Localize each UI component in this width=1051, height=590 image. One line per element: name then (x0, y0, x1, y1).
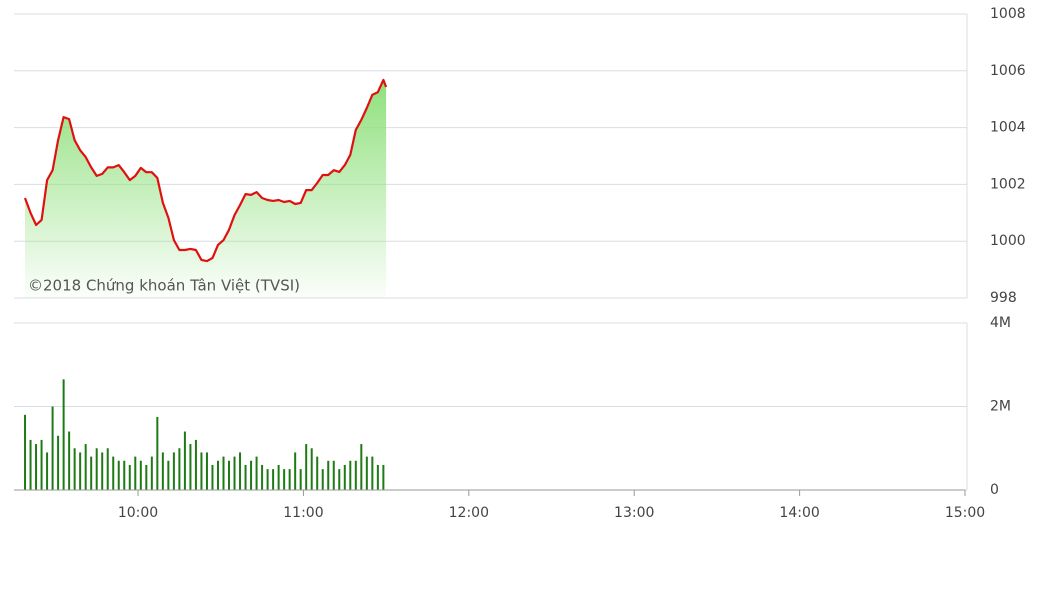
volume-bar (73, 448, 76, 490)
volume-bar (84, 444, 87, 490)
volume-bar (216, 460, 219, 490)
volume-bar (371, 456, 374, 490)
volume-bar (189, 444, 192, 490)
volume-bar (222, 456, 225, 490)
volume-bar (338, 469, 341, 490)
x-tick-label: 12:00 (449, 505, 489, 521)
volume-bar (294, 452, 297, 490)
y-tick-label: 1002 (990, 176, 1026, 192)
volume-bar (205, 452, 208, 490)
volume-bar (106, 448, 109, 490)
volume-bar (167, 460, 170, 490)
volume-bar (332, 460, 335, 490)
volume-bar (79, 452, 82, 490)
volume-bar (266, 469, 269, 490)
volume-bar (200, 452, 203, 490)
x-tick-label: 11:00 (283, 505, 323, 521)
volume-bar (90, 456, 93, 490)
volume-bar (24, 414, 27, 490)
y-tick-label: 998 (990, 290, 1017, 306)
volume-bar (29, 439, 32, 490)
volume-bar (128, 464, 131, 490)
volume-bar (244, 464, 247, 490)
volume-bar (343, 464, 346, 490)
y-tick-label: 1008 (990, 6, 1026, 22)
volume-bar (250, 460, 253, 490)
volume-bar (382, 464, 385, 490)
y-tick-label: 4M (990, 315, 1011, 331)
y-tick-label: 1000 (990, 233, 1026, 249)
volume-bar (376, 464, 379, 490)
x-tick-label: 15:00 (945, 505, 985, 521)
volume-bar (161, 452, 164, 490)
volume-bar (95, 448, 98, 490)
price-line (23, 78, 388, 263)
watermark: ©2018 Chứng khoán Tân Việt (TVSI) (28, 277, 300, 295)
volume-bar (305, 444, 308, 490)
volume-bar (145, 464, 148, 490)
volume-bar (150, 456, 153, 490)
volume-bar (299, 469, 302, 490)
volume-bar (354, 460, 357, 490)
volume-bar (211, 464, 214, 490)
volume-bar (123, 460, 126, 490)
volume-bar (321, 469, 324, 490)
volume-bar (233, 456, 236, 490)
volume-bar (35, 444, 38, 490)
volume-bar (101, 452, 104, 490)
volume-bar (360, 444, 363, 490)
volume-bar (365, 456, 368, 490)
volume-bar (310, 448, 313, 490)
area-fill (25, 79, 387, 299)
y-tick-label: 2M (990, 399, 1011, 415)
volume-bar (156, 416, 159, 490)
volume-bar (194, 439, 197, 490)
volume-bar (261, 464, 264, 490)
volume-bar (283, 469, 286, 490)
volume-bar (40, 439, 43, 490)
y-tick-label: 1004 (990, 120, 1026, 136)
y-tick-label: 1006 (990, 63, 1026, 79)
volume-bar (172, 452, 175, 490)
volume-bar (117, 460, 120, 490)
volume-bar (178, 448, 181, 490)
x-tick-label: 10:00 (118, 505, 158, 521)
volume-bar (288, 469, 291, 490)
x-tick-label: 14:00 (779, 505, 819, 521)
volume-bar (46, 452, 49, 490)
volume-bar (239, 452, 242, 490)
volume-bar (277, 464, 280, 490)
volume-bar (272, 469, 275, 490)
volume-bar (316, 456, 319, 490)
volume-bar (62, 379, 65, 490)
volume-bar (57, 435, 60, 490)
volume-bar (112, 456, 115, 490)
volume-bar (327, 460, 330, 490)
volume-bar (68, 431, 71, 490)
volume-bar (349, 460, 352, 490)
volume-bar (228, 460, 231, 490)
x-tick-label: 13:00 (614, 505, 654, 521)
volume-bar (51, 406, 54, 490)
volume-bar (139, 460, 142, 490)
volume-bar (255, 456, 258, 490)
volume-bar (183, 431, 186, 490)
volume-bar (134, 456, 137, 490)
y-tick-label: 0 (990, 482, 999, 498)
